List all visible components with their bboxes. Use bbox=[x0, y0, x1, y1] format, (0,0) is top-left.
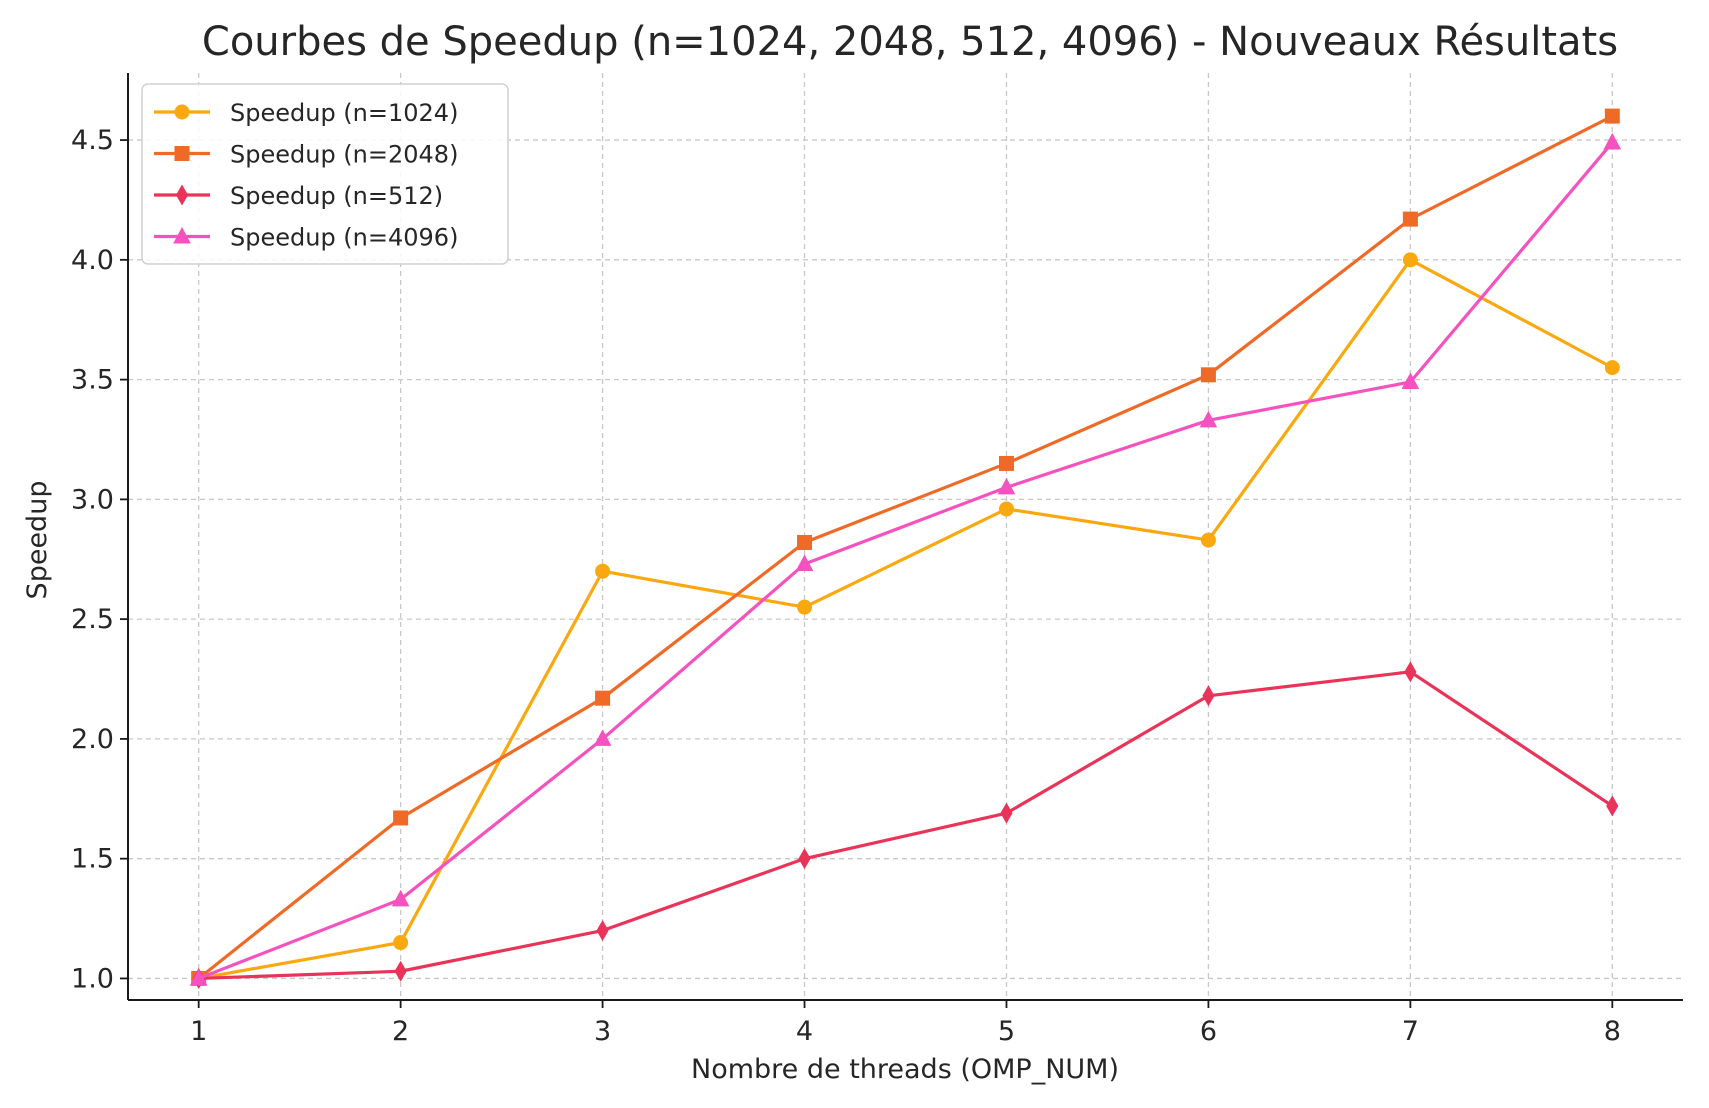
data-point-n2048 bbox=[595, 690, 611, 706]
series-group bbox=[189, 108, 1622, 989]
x-tick-label: 7 bbox=[1402, 1016, 1419, 1047]
series-n4096 bbox=[189, 132, 1622, 986]
series-line-n2048 bbox=[197, 114, 1614, 981]
x-tick-label: 8 bbox=[1604, 1016, 1621, 1047]
legend-entry-n1024: Speedup (n=1024) bbox=[154, 99, 458, 127]
y-axis-label: Speedup bbox=[22, 481, 53, 600]
y-tick-label: 1.5 bbox=[71, 844, 114, 875]
data-point-n1024 bbox=[1402, 252, 1418, 268]
legend-entry-n512: Speedup (n=512) bbox=[154, 182, 443, 210]
grid bbox=[128, 73, 1683, 1000]
data-point-n4096 bbox=[189, 968, 208, 986]
data-point-n512 bbox=[798, 848, 811, 870]
legend-label: Speedup (n=2048) bbox=[230, 141, 458, 169]
data-point-n2048 bbox=[1200, 367, 1216, 383]
series-line-n4096 bbox=[197, 140, 1614, 981]
data-point-n1024 bbox=[595, 563, 611, 579]
y-tick-label: 1.0 bbox=[71, 963, 114, 994]
data-point-n1024 bbox=[797, 599, 813, 615]
legend-entry-n2048: Speedup (n=2048) bbox=[154, 141, 458, 169]
x-tick-label: 1 bbox=[190, 1016, 207, 1047]
series-line-n512 bbox=[197, 670, 1614, 981]
legend-label: Speedup (n=1024) bbox=[230, 99, 458, 127]
legend: Speedup (n=1024) Speedup (n=2048) Speedup … bbox=[141, 83, 509, 265]
y-tick-label: 2.0 bbox=[71, 724, 114, 755]
data-point-n512 bbox=[1404, 661, 1417, 683]
data-point-n2048 bbox=[1604, 108, 1620, 124]
data-point-n4096 bbox=[593, 729, 612, 746]
data-point-n4096 bbox=[1603, 132, 1622, 150]
data-point-n4096 bbox=[997, 477, 1016, 495]
data-point-n4096 bbox=[795, 554, 814, 572]
data-point-n512 bbox=[1202, 685, 1215, 707]
data-point-n4096 bbox=[391, 889, 410, 907]
data-point-n512 bbox=[1000, 802, 1013, 824]
y-tick-label: 2.5 bbox=[71, 604, 114, 635]
chart-title: Courbes de Speedup (n=1024, 2048, 512, 4… bbox=[202, 19, 1618, 65]
y-tick-label: 3.0 bbox=[71, 484, 114, 515]
data-point-n4096 bbox=[1401, 372, 1420, 389]
axes: 1 2 3 4 5 6 7 8 1.0 1.5 2.0 2.5 3.0 3.5 4.0 4.5 bbox=[71, 73, 1683, 1047]
data-point-n512 bbox=[1606, 795, 1619, 817]
x-tick-label: 3 bbox=[594, 1016, 611, 1047]
x-axis-label: Nombre de threads (OMP_NUM) bbox=[691, 1054, 1119, 1085]
y-tick-label: 3.5 bbox=[71, 365, 114, 396]
y-tick-label: 4.5 bbox=[71, 125, 114, 156]
data-point-n512 bbox=[596, 920, 609, 942]
data-point-n1024 bbox=[393, 935, 409, 951]
data-point-n1024 bbox=[1200, 532, 1216, 548]
legend-box bbox=[141, 83, 509, 265]
data-point-n2048 bbox=[998, 455, 1014, 471]
legend-entry-n4096: Speedup (n=4096) bbox=[154, 224, 458, 252]
data-point-n1024 bbox=[1604, 360, 1620, 376]
x-tick-label: 6 bbox=[1200, 1016, 1217, 1047]
series-line-n1024 bbox=[197, 258, 1614, 981]
x-tick-label: 2 bbox=[392, 1016, 409, 1047]
legend-marker bbox=[175, 184, 189, 206]
data-point-n2048 bbox=[797, 534, 813, 550]
series-n1024 bbox=[191, 252, 1620, 986]
x-tick-label: 4 bbox=[796, 1016, 813, 1047]
legend-marker bbox=[174, 146, 190, 161]
data-point-n512 bbox=[394, 960, 407, 982]
series-n2048 bbox=[191, 108, 1620, 986]
data-point-n2048 bbox=[393, 810, 409, 826]
y-tick-label: 4.0 bbox=[71, 245, 114, 276]
legend-label: Speedup (n=512) bbox=[230, 182, 443, 210]
data-point-n4096 bbox=[1199, 410, 1218, 428]
legend-marker bbox=[174, 104, 190, 120]
legend-label: Speedup (n=4096) bbox=[230, 224, 458, 252]
data-point-n1024 bbox=[998, 501, 1014, 517]
data-point-n2048 bbox=[1402, 211, 1418, 227]
legend-marker bbox=[173, 226, 191, 244]
x-tick-label: 5 bbox=[998, 1016, 1015, 1047]
